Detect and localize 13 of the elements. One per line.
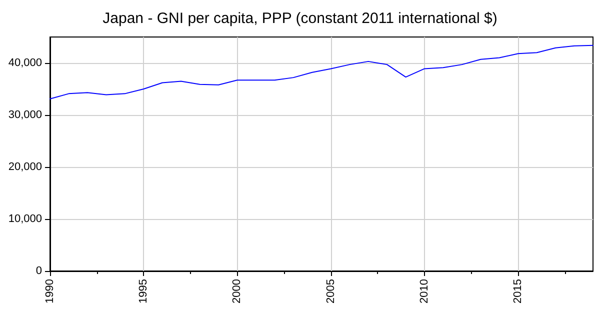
y-tick-label: 40,000 — [8, 57, 42, 69]
x-tick-label: 2000 — [231, 279, 244, 304]
y-tick-label: 30,000 — [8, 109, 42, 121]
y-tick-label: 0 — [36, 265, 42, 277]
y-tick-label: 20,000 — [8, 161, 42, 173]
x-tick-label: 2010 — [418, 279, 430, 304]
line-series — [50, 44, 594, 100]
x-tick-label: 1995 — [138, 279, 150, 304]
x-tick-label: 2015 — [512, 279, 524, 304]
chart-title: Japan - GNI per capita, PPP (constant 2011 international $) — [102, 10, 498, 27]
x-tick-label: 1990 — [44, 279, 56, 304]
y-tick-label: 10,000 — [8, 213, 42, 225]
x-tick-label: 2005 — [324, 279, 337, 304]
